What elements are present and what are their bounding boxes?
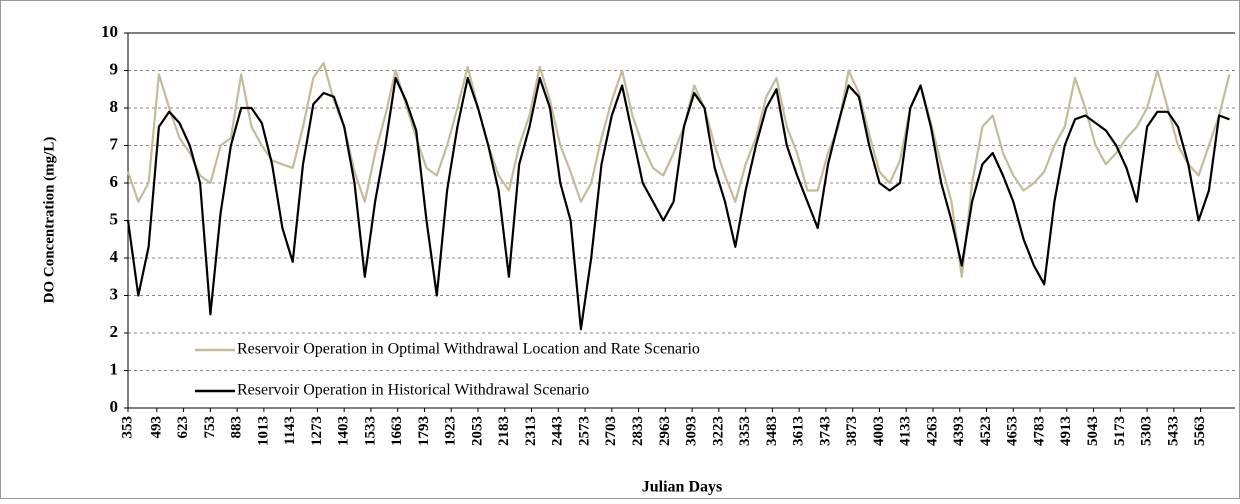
x-tick-label: 5173 [1112,416,1128,446]
x-tick-label: 353 [119,416,135,439]
x-tick-label: 2963 [657,416,673,446]
x-tick-label: 4653 [1005,416,1021,446]
y-axis-title: DO Concentration (mg/L) [41,137,57,304]
x-tick-label: 4263 [924,416,940,446]
x-tick-label: 4003 [871,416,887,446]
y-tick-label: 10 [101,22,118,41]
x-tick-label: 5303 [1139,416,1155,446]
x-tick-label: 4783 [1031,416,1047,446]
x-tick-label: 3873 [844,416,860,446]
y-tick-label: 1 [110,359,119,378]
x-tick-label: 1923 [443,416,459,446]
x-tick-label: 753 [202,416,218,439]
x-tick-label: 2183 [496,416,512,446]
y-tick-label: 6 [110,172,119,191]
x-tick-label: 3093 [684,416,700,446]
x-tick-label: 3353 [737,416,753,446]
series-line [126,61,1231,278]
x-tick-label: 3483 [764,416,780,446]
series-line [126,76,1230,331]
x-tick-label: 2703 [603,416,619,446]
y-tick-label: 5 [110,209,119,228]
x-tick-label: 2443 [550,416,566,446]
x-tick-label: 1793 [416,416,432,446]
x-tick-label: 2833 [630,416,646,446]
legend-label: Reservoir Operation in Optimal Withdrawa… [237,341,700,358]
x-tick-label: 1663 [389,416,405,446]
x-tick-label: 2313 [523,416,539,446]
y-tick-label: 9 [110,59,119,78]
x-tick-label: 623 [175,416,191,439]
x-tick-label: 1273 [309,416,325,446]
y-tick-label: 4 [110,247,119,266]
x-axis-title: Julian Days [642,479,722,496]
x-tick-label: 1403 [336,416,352,446]
legend-label: Reservoir Operation in Historical Withdr… [237,382,589,399]
y-tick-label: 2 [110,322,119,341]
y-tick-label: 3 [110,284,119,303]
x-tick-label: 2053 [469,416,485,446]
x-tick-label: 1143 [282,416,298,445]
x-tick-label: 3743 [817,416,833,446]
x-tick-label: 4913 [1058,416,1074,446]
x-tick-label: 3223 [710,416,726,446]
x-tick-label: 3613 [791,416,807,446]
x-tick-label: 5433 [1165,416,1181,446]
x-tick-label: 883 [229,416,245,439]
y-tick-label: 7 [110,134,119,153]
y-tick-label: 0 [110,397,119,416]
x-tick-label: 4523 [978,416,994,446]
x-tick-label: 2573 [576,416,592,446]
x-tick-label: 1013 [255,416,271,446]
x-tick-label: 493 [148,416,164,439]
x-tick-label: 5043 [1085,416,1101,446]
x-tick-label: 4133 [898,416,914,446]
x-tick-label: 5563 [1192,416,1208,446]
y-tick-label: 8 [110,97,119,116]
x-tick-label: 4393 [951,416,967,446]
x-tick-label: 1533 [362,416,378,446]
